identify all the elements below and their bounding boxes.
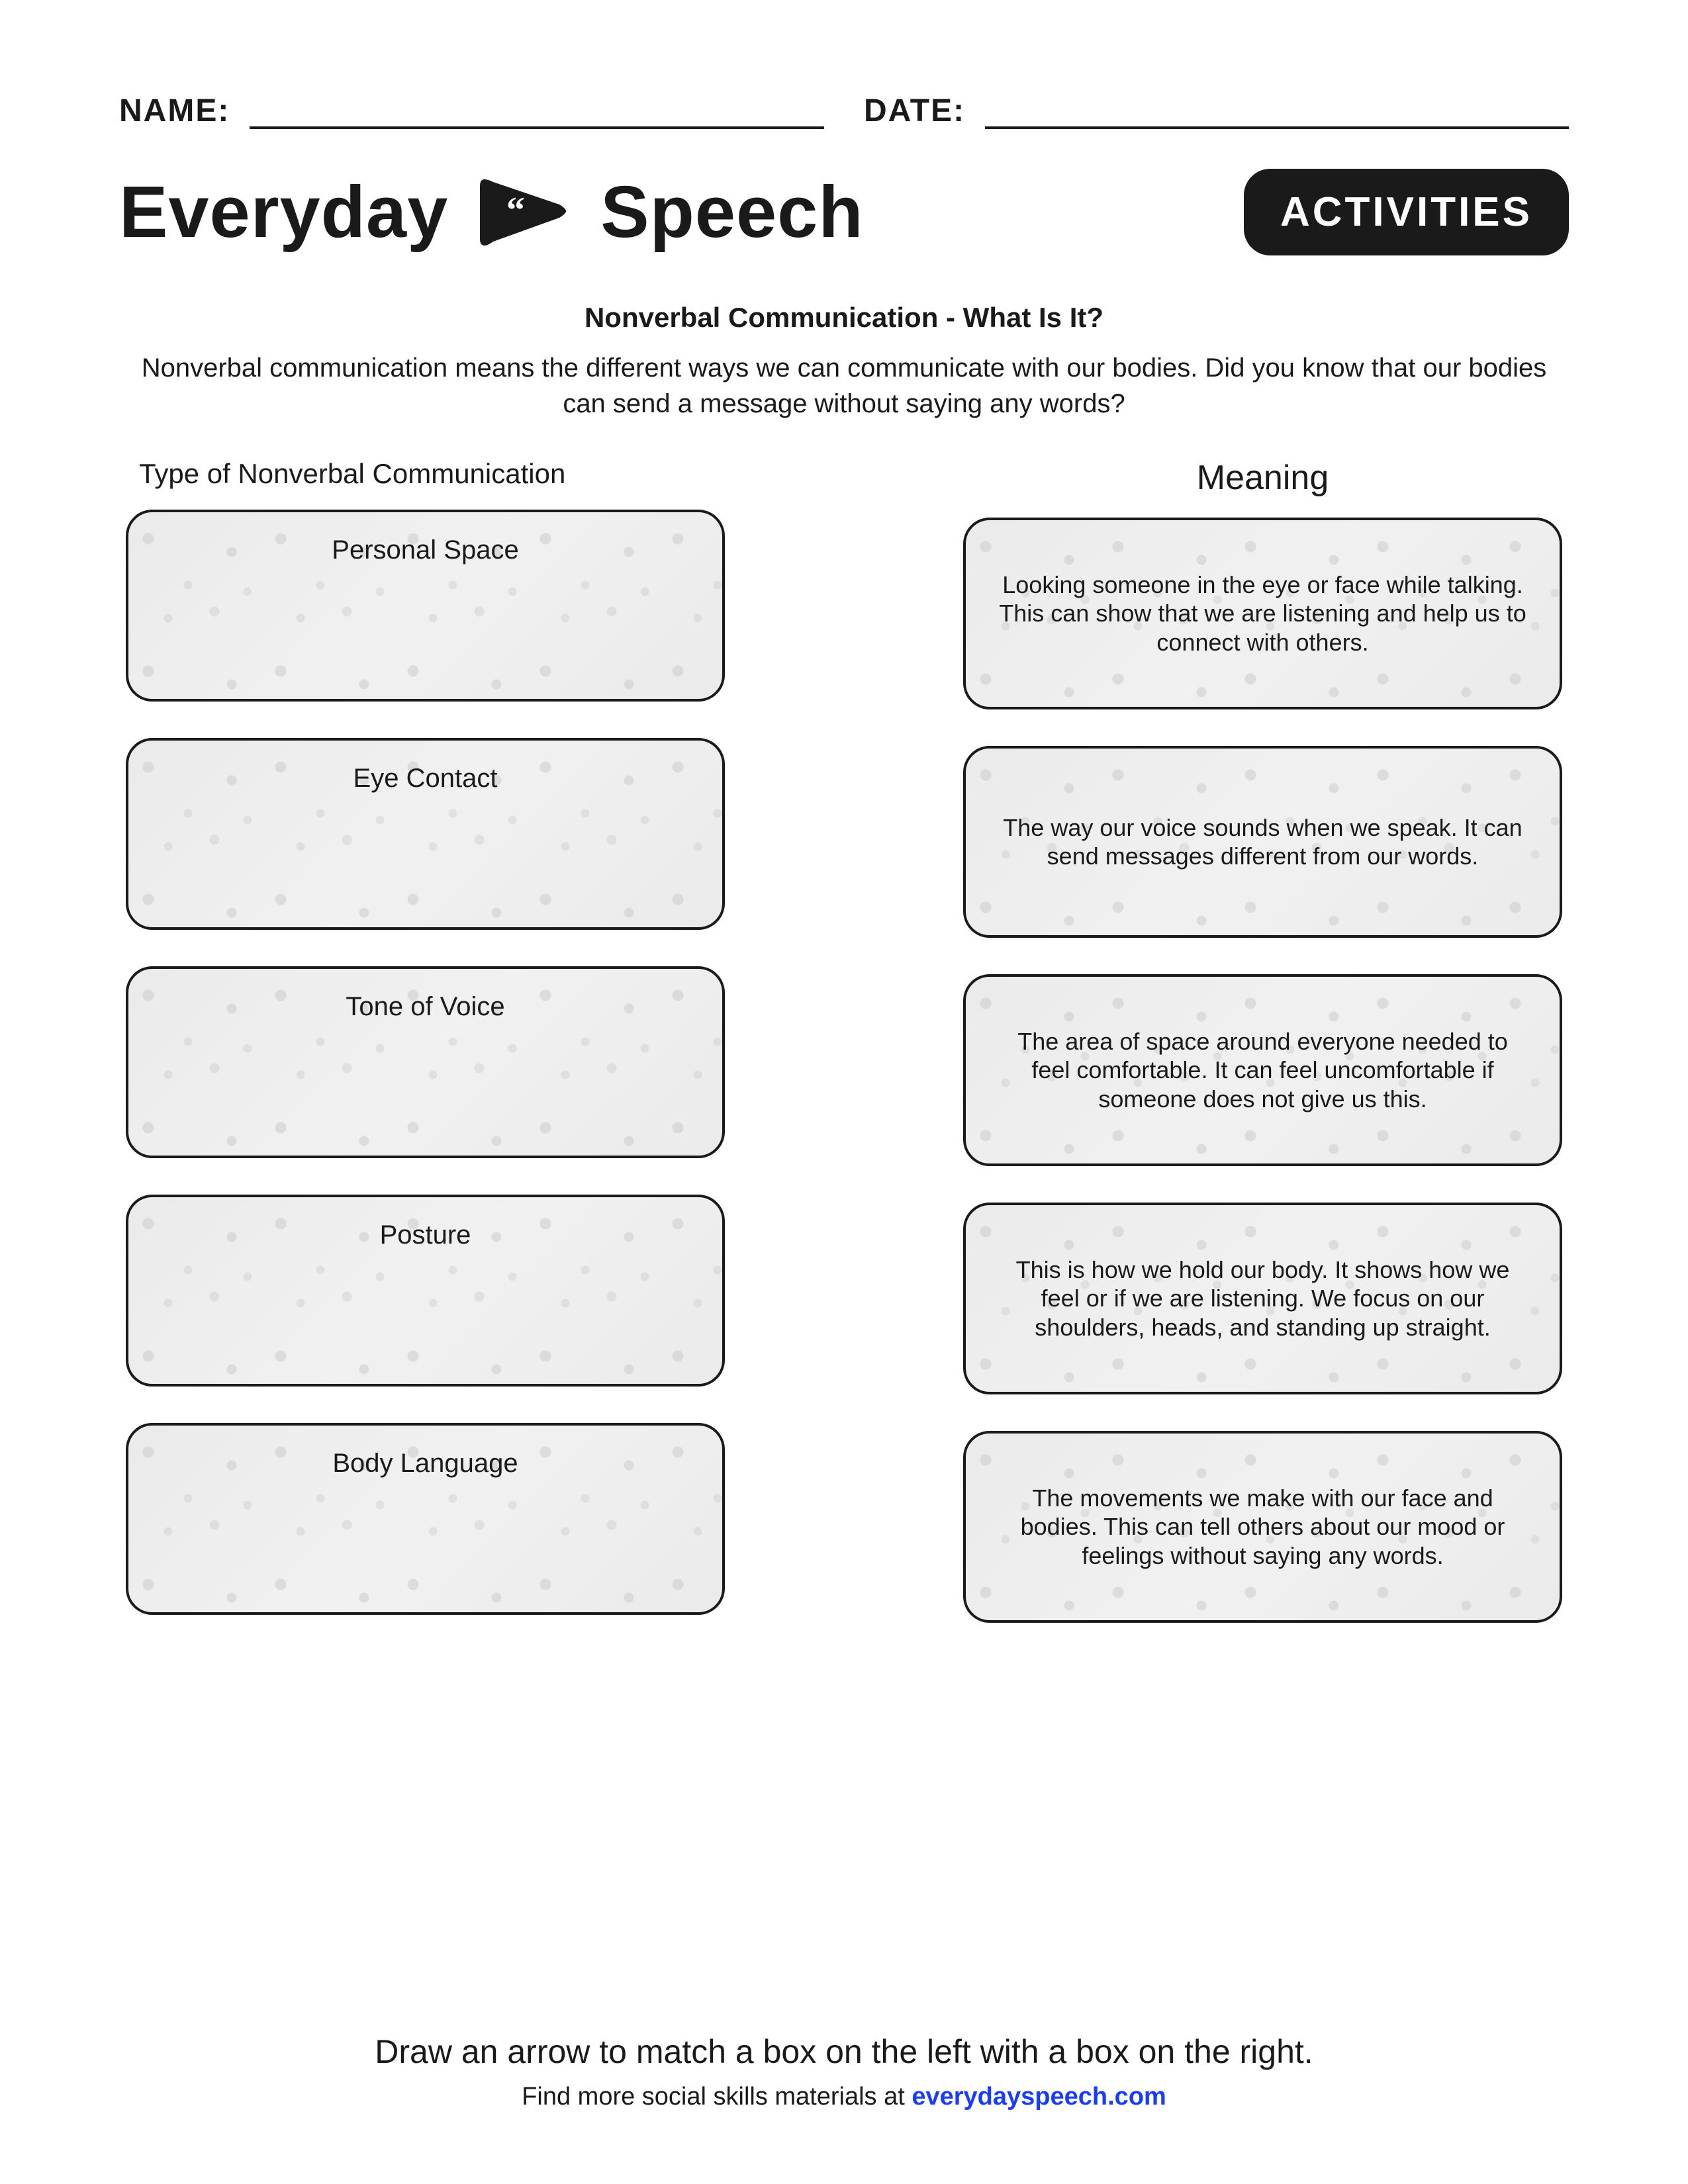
left-column: Type of Nonverbal Communication Personal… bbox=[126, 458, 725, 1659]
date-field: DATE: bbox=[864, 93, 1569, 129]
meaning-text: The way our voice sounds when we speak. … bbox=[996, 813, 1530, 870]
play-quote-icon: “ bbox=[475, 173, 574, 252]
date-line[interactable] bbox=[985, 97, 1569, 129]
worksheet-title: Nonverbal Communication - What Is It? bbox=[119, 302, 1569, 334]
header-row: NAME: DATE: bbox=[119, 93, 1569, 129]
meaning-text: The area of space around everyone needed… bbox=[996, 1027, 1530, 1113]
footer-link[interactable]: everydayspeech.com bbox=[912, 2083, 1166, 2111]
right-column-header: Meaning bbox=[963, 458, 1562, 498]
meaning-text: This is how we hold our body. It shows h… bbox=[996, 1255, 1530, 1342]
meaning-box: The way our voice sounds when we speak. … bbox=[963, 746, 1562, 938]
meaning-box: The movements we make with our face and … bbox=[963, 1431, 1562, 1623]
meaning-box: The area of space around everyone needed… bbox=[963, 974, 1562, 1166]
name-field: NAME: bbox=[119, 93, 824, 129]
worksheet-intro: Nonverbal communication means the differ… bbox=[119, 350, 1569, 422]
type-box: Posture bbox=[126, 1195, 725, 1387]
meaning-text: The movements we make with our face and … bbox=[996, 1484, 1530, 1570]
type-text: Eye Contact bbox=[353, 764, 498, 794]
brand-word-1: Everyday bbox=[119, 170, 448, 254]
type-box: Personal Space bbox=[126, 510, 725, 702]
brand-row: Everyday “ Speech ACTIVITIES bbox=[119, 169, 1569, 255]
type-text: Body Language bbox=[332, 1449, 518, 1479]
name-line[interactable] bbox=[250, 97, 824, 129]
type-text: Tone of Voice bbox=[346, 992, 504, 1022]
type-box: Tone of Voice bbox=[126, 966, 725, 1158]
type-text: Personal Space bbox=[332, 535, 518, 565]
date-label: DATE: bbox=[864, 93, 965, 129]
meaning-box: This is how we hold our body. It shows h… bbox=[963, 1203, 1562, 1394]
brand-word-2: Speech bbox=[600, 170, 863, 254]
type-text: Posture bbox=[380, 1220, 471, 1250]
left-column-header: Type of Nonverbal Communication bbox=[126, 458, 725, 490]
right-column: Meaning Looking someone in the eye or fa… bbox=[963, 458, 1562, 1659]
meaning-box: Looking someone in the eye or face while… bbox=[963, 518, 1562, 709]
type-box: Eye Contact bbox=[126, 738, 725, 930]
footer-link-prefix: Find more social skills materials at bbox=[522, 2083, 912, 2111]
footer: Draw an arrow to match a box on the left… bbox=[119, 2032, 1569, 2111]
instruction-text: Draw an arrow to match a box on the left… bbox=[119, 2032, 1569, 2071]
type-box: Body Language bbox=[126, 1423, 725, 1615]
columns: Type of Nonverbal Communication Personal… bbox=[119, 458, 1569, 1659]
name-label: NAME: bbox=[119, 93, 230, 129]
meaning-text: Looking someone in the eye or face while… bbox=[996, 570, 1530, 657]
activities-badge: ACTIVITIES bbox=[1244, 169, 1569, 255]
footer-link-line: Find more social skills materials at eve… bbox=[119, 2083, 1569, 2111]
svg-text:“: “ bbox=[506, 190, 525, 231]
